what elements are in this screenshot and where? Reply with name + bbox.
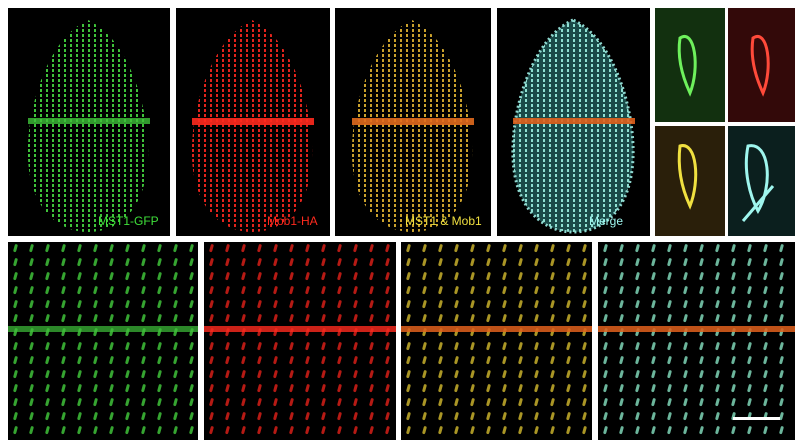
- inset-green: [655, 8, 725, 122]
- label-ha: Mob1-HA: [267, 214, 318, 228]
- inset-red: [728, 8, 795, 122]
- inset-yellow: [655, 126, 725, 236]
- zoom-merge-ym: [401, 242, 592, 440]
- inset-cyan: [728, 126, 795, 236]
- scale-bar: [733, 417, 780, 420]
- zoom-ha: [204, 242, 396, 440]
- zoom-merge: [598, 242, 795, 440]
- label-merge: Merge: [589, 214, 623, 228]
- panel-ha: [176, 8, 330, 236]
- panel-gfp: [8, 8, 170, 236]
- panel-merge: [497, 8, 650, 236]
- label-merge-ym: MST1 & Mob1: [405, 214, 482, 228]
- panel-merge-ym: [335, 8, 491, 236]
- label-gfp: MST1-GFP: [98, 214, 159, 228]
- zoom-gfp: [8, 242, 198, 440]
